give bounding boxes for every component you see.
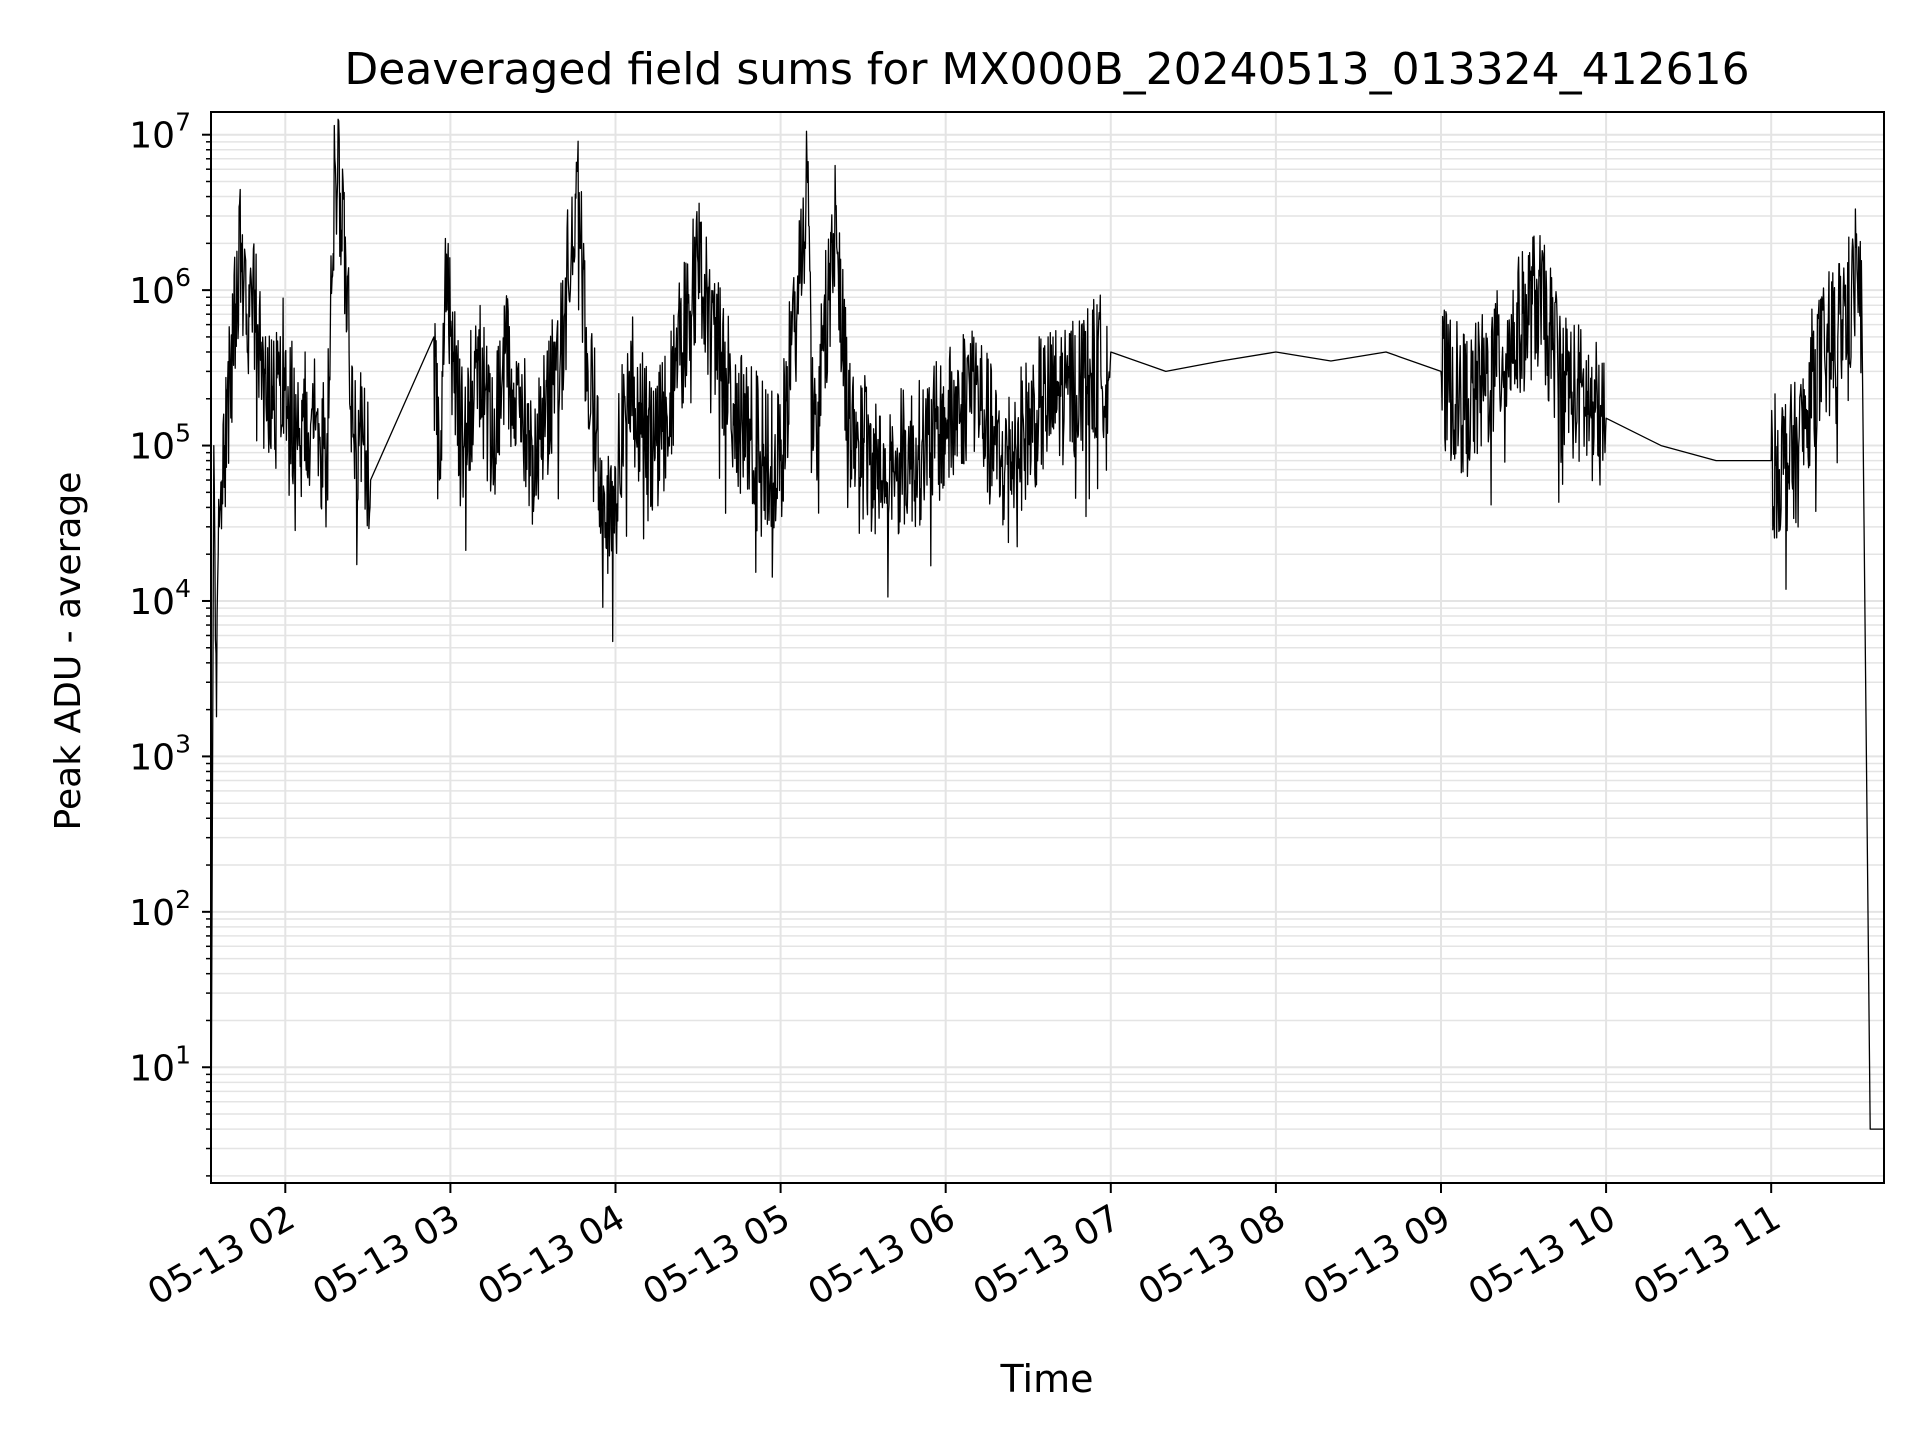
y-tick-exponent: 3 xyxy=(175,729,191,758)
y-tick-exponent: 7 xyxy=(175,108,191,137)
x-tick-label: 05-13 05 xyxy=(636,1197,797,1313)
x-tick-label: 05-13 04 xyxy=(471,1197,632,1313)
y-tick-label: 101 xyxy=(129,1040,191,1089)
y-tick-label: 104 xyxy=(129,574,191,623)
x-axis-label: Time xyxy=(1000,1357,1094,1401)
y-tick-label: 105 xyxy=(129,419,191,468)
series-line xyxy=(210,118,1884,1176)
y-tick-base: 10 xyxy=(129,893,175,934)
y-tick-base: 10 xyxy=(129,582,175,623)
x-tick-label: 05-13 06 xyxy=(802,1197,963,1313)
y-tick-base: 10 xyxy=(129,271,175,312)
y-tick-exponent: 2 xyxy=(175,885,191,914)
y-tick-label: 102 xyxy=(129,885,191,934)
y-tick-exponent: 6 xyxy=(175,263,191,292)
x-tick-label: 05-13 11 xyxy=(1627,1197,1788,1313)
y-tick-base: 10 xyxy=(129,737,175,778)
series-layer xyxy=(210,118,1884,1176)
y-tick-exponent: 1 xyxy=(175,1040,191,1069)
x-tick-label: 05-13 07 xyxy=(967,1197,1128,1313)
y-tick-base: 10 xyxy=(129,427,175,468)
x-tick-label: 05-13 08 xyxy=(1132,1197,1293,1313)
x-axis: 05-13 02 05-13 03 05-13 04 05-13 05 05-13 06… xyxy=(141,1183,1788,1314)
minor-gridlines xyxy=(211,141,1884,1177)
x-tick-label: 05-13 03 xyxy=(306,1197,467,1313)
x-tick-label: 05-13 09 xyxy=(1297,1197,1458,1313)
y-tick-base: 10 xyxy=(129,116,175,157)
y-tick-exponent: 5 xyxy=(175,419,191,448)
x-tick-label: 05-13 02 xyxy=(141,1197,302,1313)
y-tick-label: 103 xyxy=(129,729,191,778)
y-tick-base: 10 xyxy=(129,1048,175,1089)
y-axis-label: Peak ADU - average xyxy=(48,472,89,831)
y-tick-exponent: 4 xyxy=(175,574,191,603)
chart-title: Deaveraged field sums for MX000B_2024051… xyxy=(344,44,1749,95)
y-tick-label: 106 xyxy=(129,263,191,312)
y-tick-label: 107 xyxy=(129,108,191,157)
x-tick-label: 05-13 10 xyxy=(1462,1197,1623,1313)
